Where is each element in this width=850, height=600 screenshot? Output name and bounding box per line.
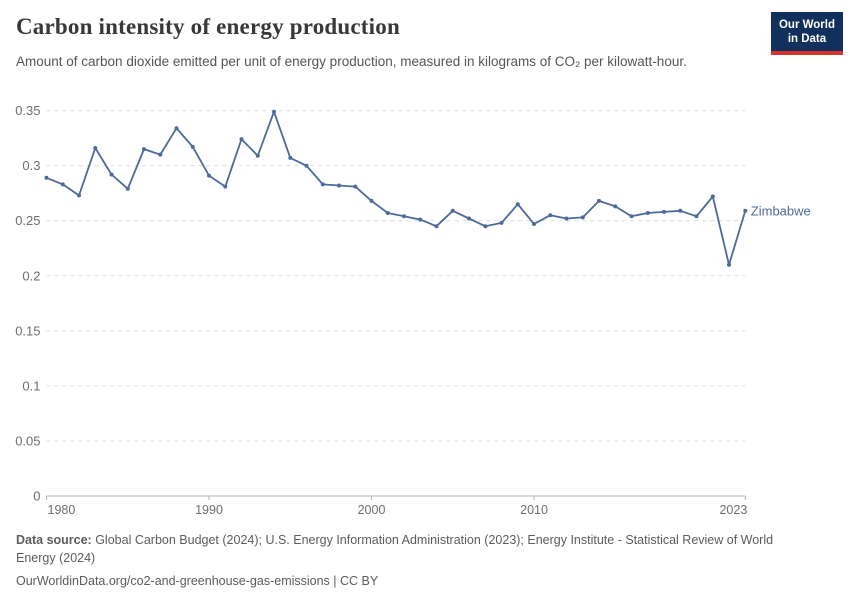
data-source-text: Global Carbon Budget (2024); U.S. Energy… — [16, 533, 774, 565]
y-tick-label: 0.2 — [22, 268, 40, 283]
data-point-marker[interactable] — [710, 194, 715, 199]
x-tick-label: 2010 — [520, 503, 548, 517]
data-point-marker[interactable] — [515, 202, 520, 207]
data-point-marker[interactable] — [678, 208, 683, 213]
data-point-marker[interactable] — [207, 173, 211, 178]
x-tick-label: 1990 — [195, 503, 223, 517]
data-point-marker[interactable] — [369, 198, 374, 203]
data-point-marker[interactable] — [743, 208, 748, 213]
data-point-marker[interactable] — [337, 183, 341, 188]
data-point-marker[interactable] — [564, 216, 569, 221]
data-point-marker[interactable] — [645, 211, 650, 215]
y-tick-label: 0.05 — [15, 433, 40, 448]
data-point-marker[interactable] — [694, 214, 699, 219]
chart-canvas: 0 0.05 0.1 0.15 0.2 0.25 0.3 0.35 1980 1990 2000 20… — [15, 103, 811, 517]
data-point-marker[interactable] — [727, 262, 731, 267]
page-title: Carbon intensity of energy production — [16, 14, 400, 39]
data-point-marker[interactable] — [450, 208, 455, 213]
data-point-marker[interactable] — [467, 216, 471, 221]
data-point-marker[interactable] — [44, 175, 49, 180]
data-point-marker[interactable] — [174, 126, 179, 131]
owid-logo-line2: in Data — [787, 33, 827, 45]
data-point-marker[interactable] — [532, 222, 536, 226]
data-point-marker[interactable] — [77, 193, 81, 198]
data-source-line: Data source: Global Carbon Budget (2024)… — [16, 531, 816, 567]
data-point-marker[interactable] — [613, 204, 618, 209]
data-point-marker[interactable] — [288, 155, 293, 160]
y-tick-label: 0.3 — [22, 158, 40, 173]
y-tick-label: 0.35 — [15, 103, 40, 118]
chart-line[interactable] — [45, 110, 747, 266]
y-tick-label: 0 — [33, 489, 40, 504]
data-source-label: Data source: — [16, 533, 92, 547]
data-point-marker[interactable] — [60, 182, 65, 187]
data-point-marker[interactable] — [629, 214, 634, 219]
data-point-marker[interactable] — [353, 184, 358, 189]
license-line[interactable]: OurWorldinData.org/co2-and-greenhouse-ga… — [16, 574, 379, 588]
data-point-marker[interactable] — [239, 137, 244, 142]
data-point-marker[interactable] — [434, 224, 439, 229]
data-point-marker[interactable] — [272, 109, 276, 114]
y-tick-label: 0.15 — [15, 323, 40, 338]
chart-footer: Data source: Global Carbon Budget (2024)… — [16, 531, 816, 590]
series-end-label[interactable]: Zimbabwe — [751, 203, 811, 218]
x-tick-label: 2023 — [719, 503, 747, 517]
y-tick-label: 0.25 — [15, 213, 40, 228]
data-point-marker[interactable] — [158, 152, 163, 157]
x-tick-label: 2000 — [358, 503, 386, 517]
data-point-marker[interactable] — [125, 186, 130, 191]
data-point-marker[interactable] — [304, 163, 309, 168]
data-point-marker[interactable] — [142, 147, 146, 152]
data-point-marker[interactable] — [93, 146, 98, 150]
x-tick-label: 1980 — [48, 503, 76, 517]
data-point-marker[interactable] — [109, 172, 114, 177]
y-tick-label: 0.1 — [22, 378, 40, 393]
data-point-marker[interactable] — [223, 184, 228, 189]
data-point-marker[interactable] — [385, 211, 390, 215]
chart-subtitle: Amount of carbon dioxide emitted per uni… — [16, 54, 687, 69]
owid-logo-line1: Our World — [778, 19, 835, 31]
data-point-marker[interactable] — [320, 182, 325, 187]
data-point-marker[interactable] — [580, 215, 585, 220]
data-point-marker[interactable] — [597, 198, 601, 203]
data-point-marker[interactable] — [418, 217, 423, 222]
data-point-marker[interactable] — [548, 213, 553, 218]
data-point-marker[interactable] — [499, 220, 504, 225]
data-point-marker[interactable] — [402, 214, 406, 219]
data-point-marker[interactable] — [483, 224, 488, 229]
data-point-marker[interactable] — [662, 209, 666, 214]
data-point-marker[interactable] — [190, 144, 195, 149]
data-point-marker[interactable] — [255, 153, 260, 158]
owid-logo[interactable]: Our World in Data — [770, 12, 843, 55]
